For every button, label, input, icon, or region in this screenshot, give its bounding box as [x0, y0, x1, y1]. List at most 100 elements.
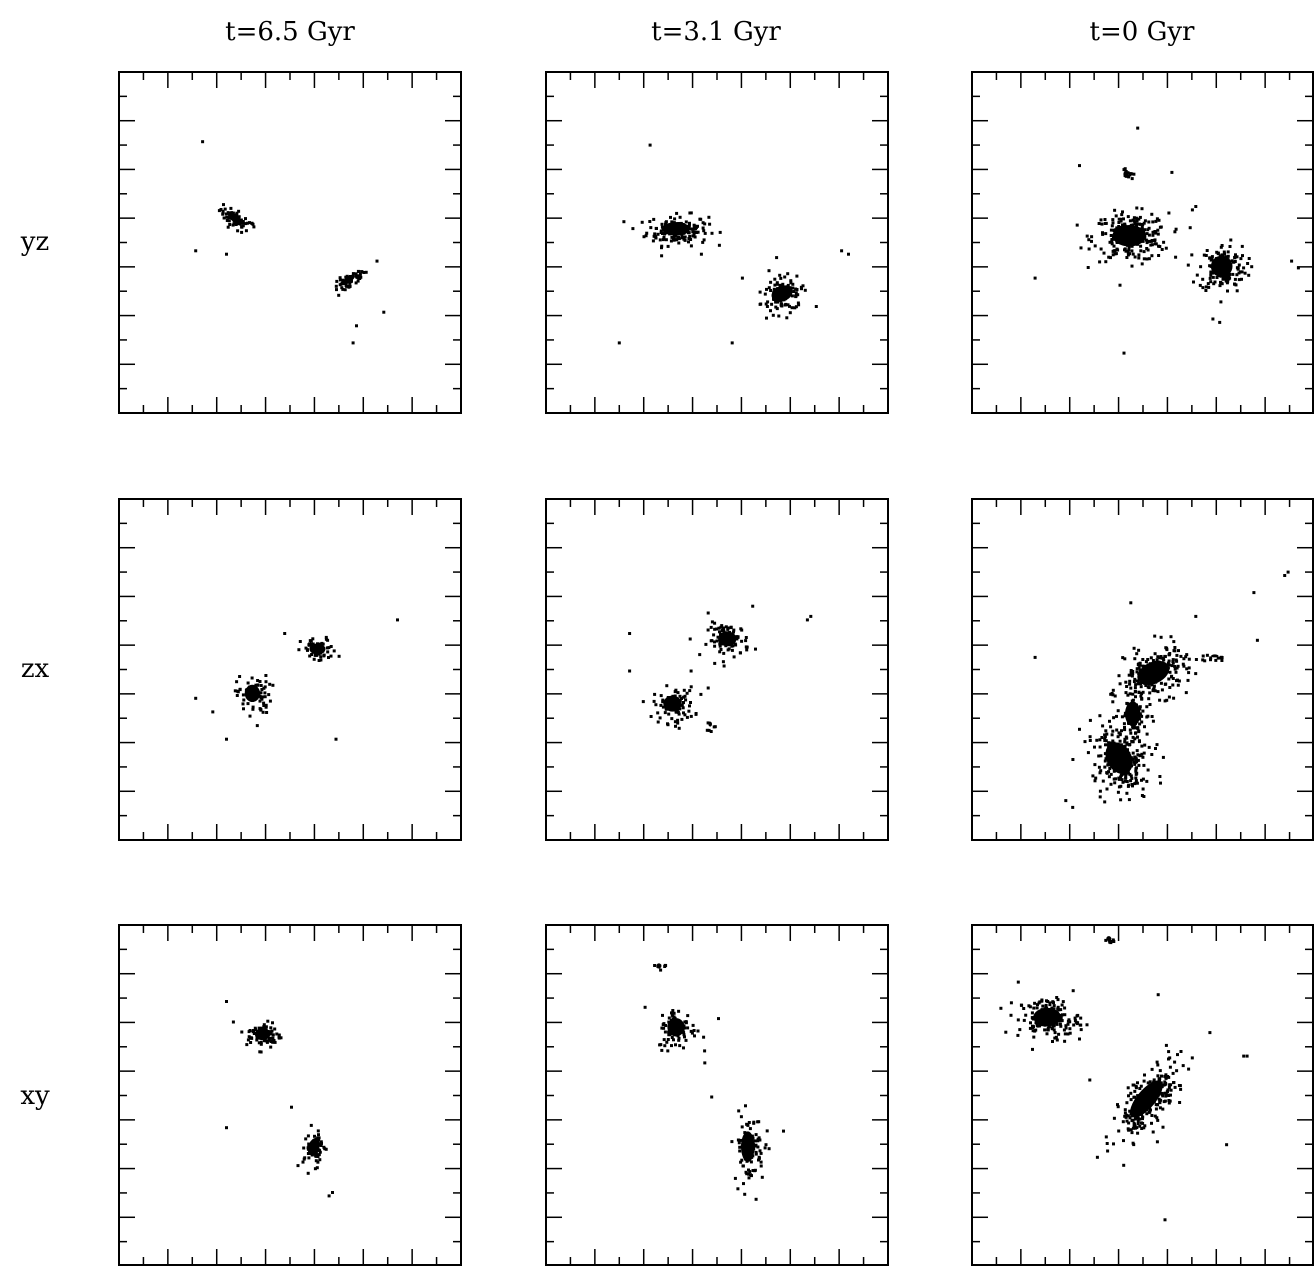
- data-point: [223, 207, 227, 211]
- data-point: [663, 965, 667, 968]
- data-point: [1123, 740, 1127, 744]
- data-point: [717, 1017, 720, 1021]
- data-point: [1156, 1118, 1160, 1122]
- data-point: [234, 223, 238, 226]
- data-point: [268, 682, 272, 686]
- data-point: [740, 1125, 744, 1129]
- data-point: [678, 694, 682, 698]
- data-point: [788, 304, 791, 308]
- data-point: [1123, 247, 1127, 251]
- data-point: [1133, 1126, 1137, 1130]
- data-point: [1072, 1023, 1076, 1027]
- data-point: [1130, 177, 1134, 181]
- data-point: [1179, 1050, 1183, 1053]
- data-point: [765, 1129, 769, 1133]
- data-point: [666, 722, 669, 726]
- data-point: [677, 1038, 681, 1042]
- data-point: [1208, 256, 1212, 260]
- data-point: [1147, 697, 1151, 701]
- data-point: [1087, 247, 1091, 251]
- data-point: [1167, 659, 1171, 663]
- data-point: [1041, 1004, 1045, 1008]
- data-point: [1057, 1008, 1061, 1012]
- data-point: [271, 1033, 275, 1037]
- data-point: [760, 1175, 764, 1179]
- data-point: [1156, 1074, 1160, 1078]
- data-point: [1134, 216, 1138, 220]
- data-point: [769, 280, 773, 284]
- data-point: [663, 711, 667, 715]
- data-point: [1237, 278, 1241, 282]
- data-point: [273, 1027, 277, 1031]
- data-point: [1030, 1011, 1034, 1015]
- data-point: [1133, 657, 1137, 661]
- data-point: [1090, 235, 1094, 239]
- data-point: [794, 294, 798, 298]
- data-point: [688, 227, 692, 231]
- data-point: [1154, 231, 1158, 235]
- data-point: [789, 281, 793, 285]
- data-point: [686, 231, 690, 235]
- data-point: [1192, 280, 1195, 284]
- data-point: [1146, 685, 1150, 689]
- data-point: [1240, 270, 1244, 274]
- data-point: [799, 285, 803, 289]
- data-point: [1063, 1006, 1067, 1010]
- data-point: [1138, 754, 1142, 758]
- data-point: [241, 221, 245, 225]
- data-point: [678, 1044, 682, 1048]
- data-point: [718, 642, 722, 646]
- data-point: [319, 655, 323, 659]
- data-point: [661, 705, 665, 709]
- data-point: [1125, 742, 1129, 746]
- data-point: [1109, 725, 1113, 729]
- data-point: [1233, 256, 1237, 260]
- data-point: [791, 282, 795, 286]
- data-point: [1124, 691, 1128, 695]
- data-point: [1118, 682, 1122, 686]
- data-point: [1141, 223, 1145, 226]
- data-point: [1132, 724, 1136, 728]
- data-point: [1138, 740, 1141, 744]
- data-point: [1170, 170, 1174, 174]
- data-point: [753, 1169, 756, 1173]
- clump-core: [1112, 225, 1147, 247]
- data-point: [351, 341, 355, 345]
- data-point: [744, 636, 748, 639]
- data-point: [227, 216, 231, 220]
- row-label-zx: zx: [21, 654, 50, 684]
- data-point: [1050, 1006, 1054, 1010]
- data-point: [672, 238, 676, 242]
- data-point: [660, 246, 663, 250]
- data-point: [269, 1045, 273, 1049]
- data-point: [684, 1038, 688, 1042]
- data-point: [1124, 776, 1128, 780]
- clump-core: [662, 222, 690, 236]
- data-point: [1182, 664, 1186, 668]
- data-point: [783, 275, 787, 279]
- data-point: [1130, 674, 1134, 678]
- data-point: [1142, 257, 1146, 261]
- data-point: [1127, 798, 1131, 802]
- data-point: [211, 710, 215, 714]
- data-point: [1073, 1016, 1077, 1020]
- data-point: [1101, 231, 1104, 235]
- data-point: [1160, 248, 1164, 251]
- data-point: [778, 273, 782, 277]
- data-point: [236, 229, 240, 233]
- data-point: [667, 712, 671, 716]
- data-point: [1163, 1091, 1167, 1095]
- data-point: [1139, 694, 1143, 698]
- data-point: [269, 1032, 273, 1036]
- data-point: [1173, 230, 1177, 234]
- data-point: [1156, 690, 1160, 694]
- data-point: [1133, 762, 1137, 766]
- data-point: [689, 714, 693, 718]
- data-point: [715, 627, 719, 631]
- data-point: [1120, 729, 1123, 733]
- data-point: [648, 220, 652, 223]
- data-point: [1194, 658, 1198, 661]
- data-point: [1150, 243, 1154, 247]
- data-point: [1159, 681, 1163, 685]
- data-point: [1128, 679, 1132, 683]
